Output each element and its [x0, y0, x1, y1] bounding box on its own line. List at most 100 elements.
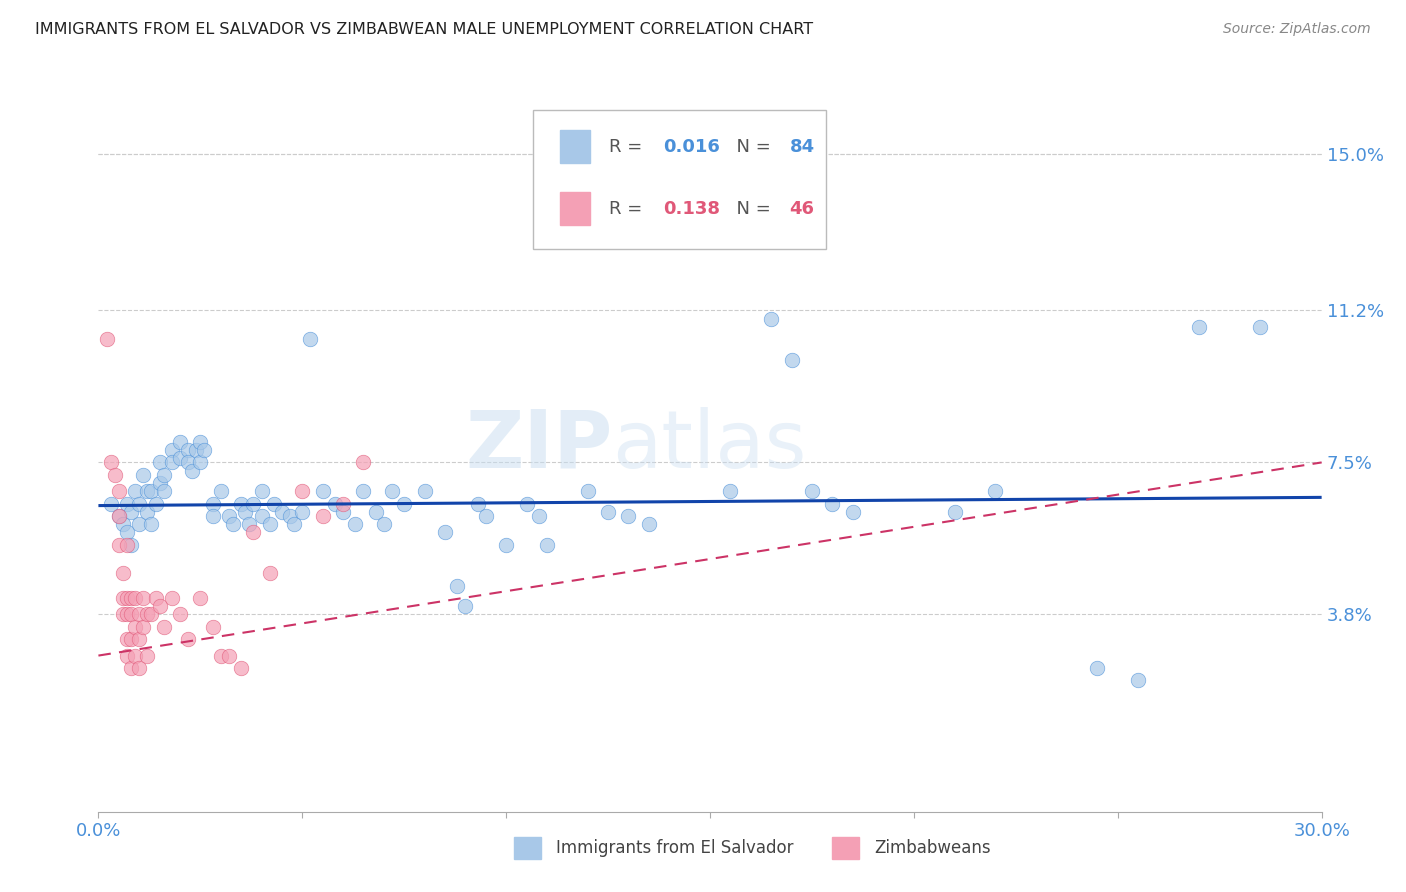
Point — [177, 455, 200, 469]
Point — [149, 599, 172, 614]
Point — [312, 484, 335, 499]
Point — [344, 517, 367, 532]
Point — [111, 517, 134, 532]
Point — [446, 579, 468, 593]
Point — [128, 517, 150, 532]
Point — [638, 517, 661, 532]
Point — [516, 496, 538, 510]
Point — [115, 591, 138, 605]
Point — [111, 566, 134, 581]
Point — [120, 607, 142, 622]
Point — [108, 508, 131, 523]
Point — [149, 475, 172, 490]
Point — [434, 525, 457, 540]
Point — [136, 648, 159, 663]
Point — [474, 508, 498, 523]
Point — [177, 443, 200, 458]
Bar — [515, 838, 541, 859]
Point — [115, 648, 138, 663]
Point — [209, 648, 232, 663]
Point — [364, 505, 387, 519]
Point — [392, 496, 416, 510]
Point — [124, 648, 146, 663]
Point — [188, 591, 212, 605]
Point — [96, 332, 118, 346]
Point — [250, 508, 273, 523]
Text: N =: N = — [724, 200, 776, 218]
Point — [120, 538, 142, 552]
Point — [495, 538, 517, 552]
Point — [201, 620, 224, 634]
Point — [115, 496, 138, 510]
Point — [111, 607, 134, 622]
Point — [323, 496, 346, 510]
Point — [222, 517, 245, 532]
Point — [250, 484, 273, 499]
Point — [145, 591, 167, 605]
Point — [352, 484, 374, 499]
Point — [124, 620, 146, 634]
Point — [259, 517, 281, 532]
Point — [152, 467, 174, 482]
Point — [231, 496, 253, 510]
Point — [299, 332, 322, 346]
Point — [332, 505, 354, 519]
Point — [801, 484, 824, 499]
Point — [120, 505, 142, 519]
Point — [242, 496, 264, 510]
Point — [115, 525, 138, 540]
Point — [821, 496, 844, 510]
Point — [124, 484, 146, 499]
Point — [111, 591, 134, 605]
Point — [120, 632, 142, 647]
Point — [149, 455, 172, 469]
Point — [263, 496, 285, 510]
Text: 0.016: 0.016 — [664, 137, 720, 155]
Point — [136, 607, 159, 622]
Text: IMMIGRANTS FROM EL SALVADOR VS ZIMBABWEAN MALE UNEMPLOYMENT CORRELATION CHART: IMMIGRANTS FROM EL SALVADOR VS ZIMBABWEA… — [35, 22, 813, 37]
Point — [141, 517, 163, 532]
Point — [136, 484, 159, 499]
Point — [115, 538, 138, 552]
Point — [115, 632, 138, 647]
Point — [115, 607, 138, 622]
Text: R =: R = — [609, 200, 648, 218]
Point — [160, 591, 183, 605]
Point — [576, 484, 599, 499]
Point — [1249, 319, 1271, 334]
Point — [1188, 319, 1211, 334]
Point — [169, 607, 191, 622]
Point — [132, 467, 155, 482]
Point — [128, 496, 150, 510]
Point — [186, 443, 208, 458]
Point — [160, 443, 183, 458]
Point — [152, 620, 174, 634]
Point — [218, 508, 240, 523]
Point — [120, 661, 142, 675]
FancyBboxPatch shape — [533, 110, 827, 249]
Text: Source: ZipAtlas.com: Source: ZipAtlas.com — [1223, 22, 1371, 37]
Point — [270, 505, 294, 519]
Point — [381, 484, 404, 499]
Point — [231, 661, 253, 675]
Point — [100, 455, 122, 469]
Point — [188, 434, 212, 449]
Point — [128, 607, 150, 622]
Point — [312, 508, 335, 523]
Point — [238, 517, 260, 532]
Point — [780, 352, 803, 367]
Bar — [560, 129, 591, 162]
Point — [177, 632, 200, 647]
Point — [132, 620, 155, 634]
Text: atlas: atlas — [612, 407, 807, 485]
Point — [108, 484, 131, 499]
Point — [128, 661, 150, 675]
Point — [160, 455, 183, 469]
Point — [141, 607, 163, 622]
Point — [1085, 661, 1108, 675]
Point — [209, 484, 232, 499]
Point — [169, 434, 191, 449]
Point — [984, 484, 1007, 499]
Point — [527, 508, 550, 523]
Point — [278, 508, 301, 523]
